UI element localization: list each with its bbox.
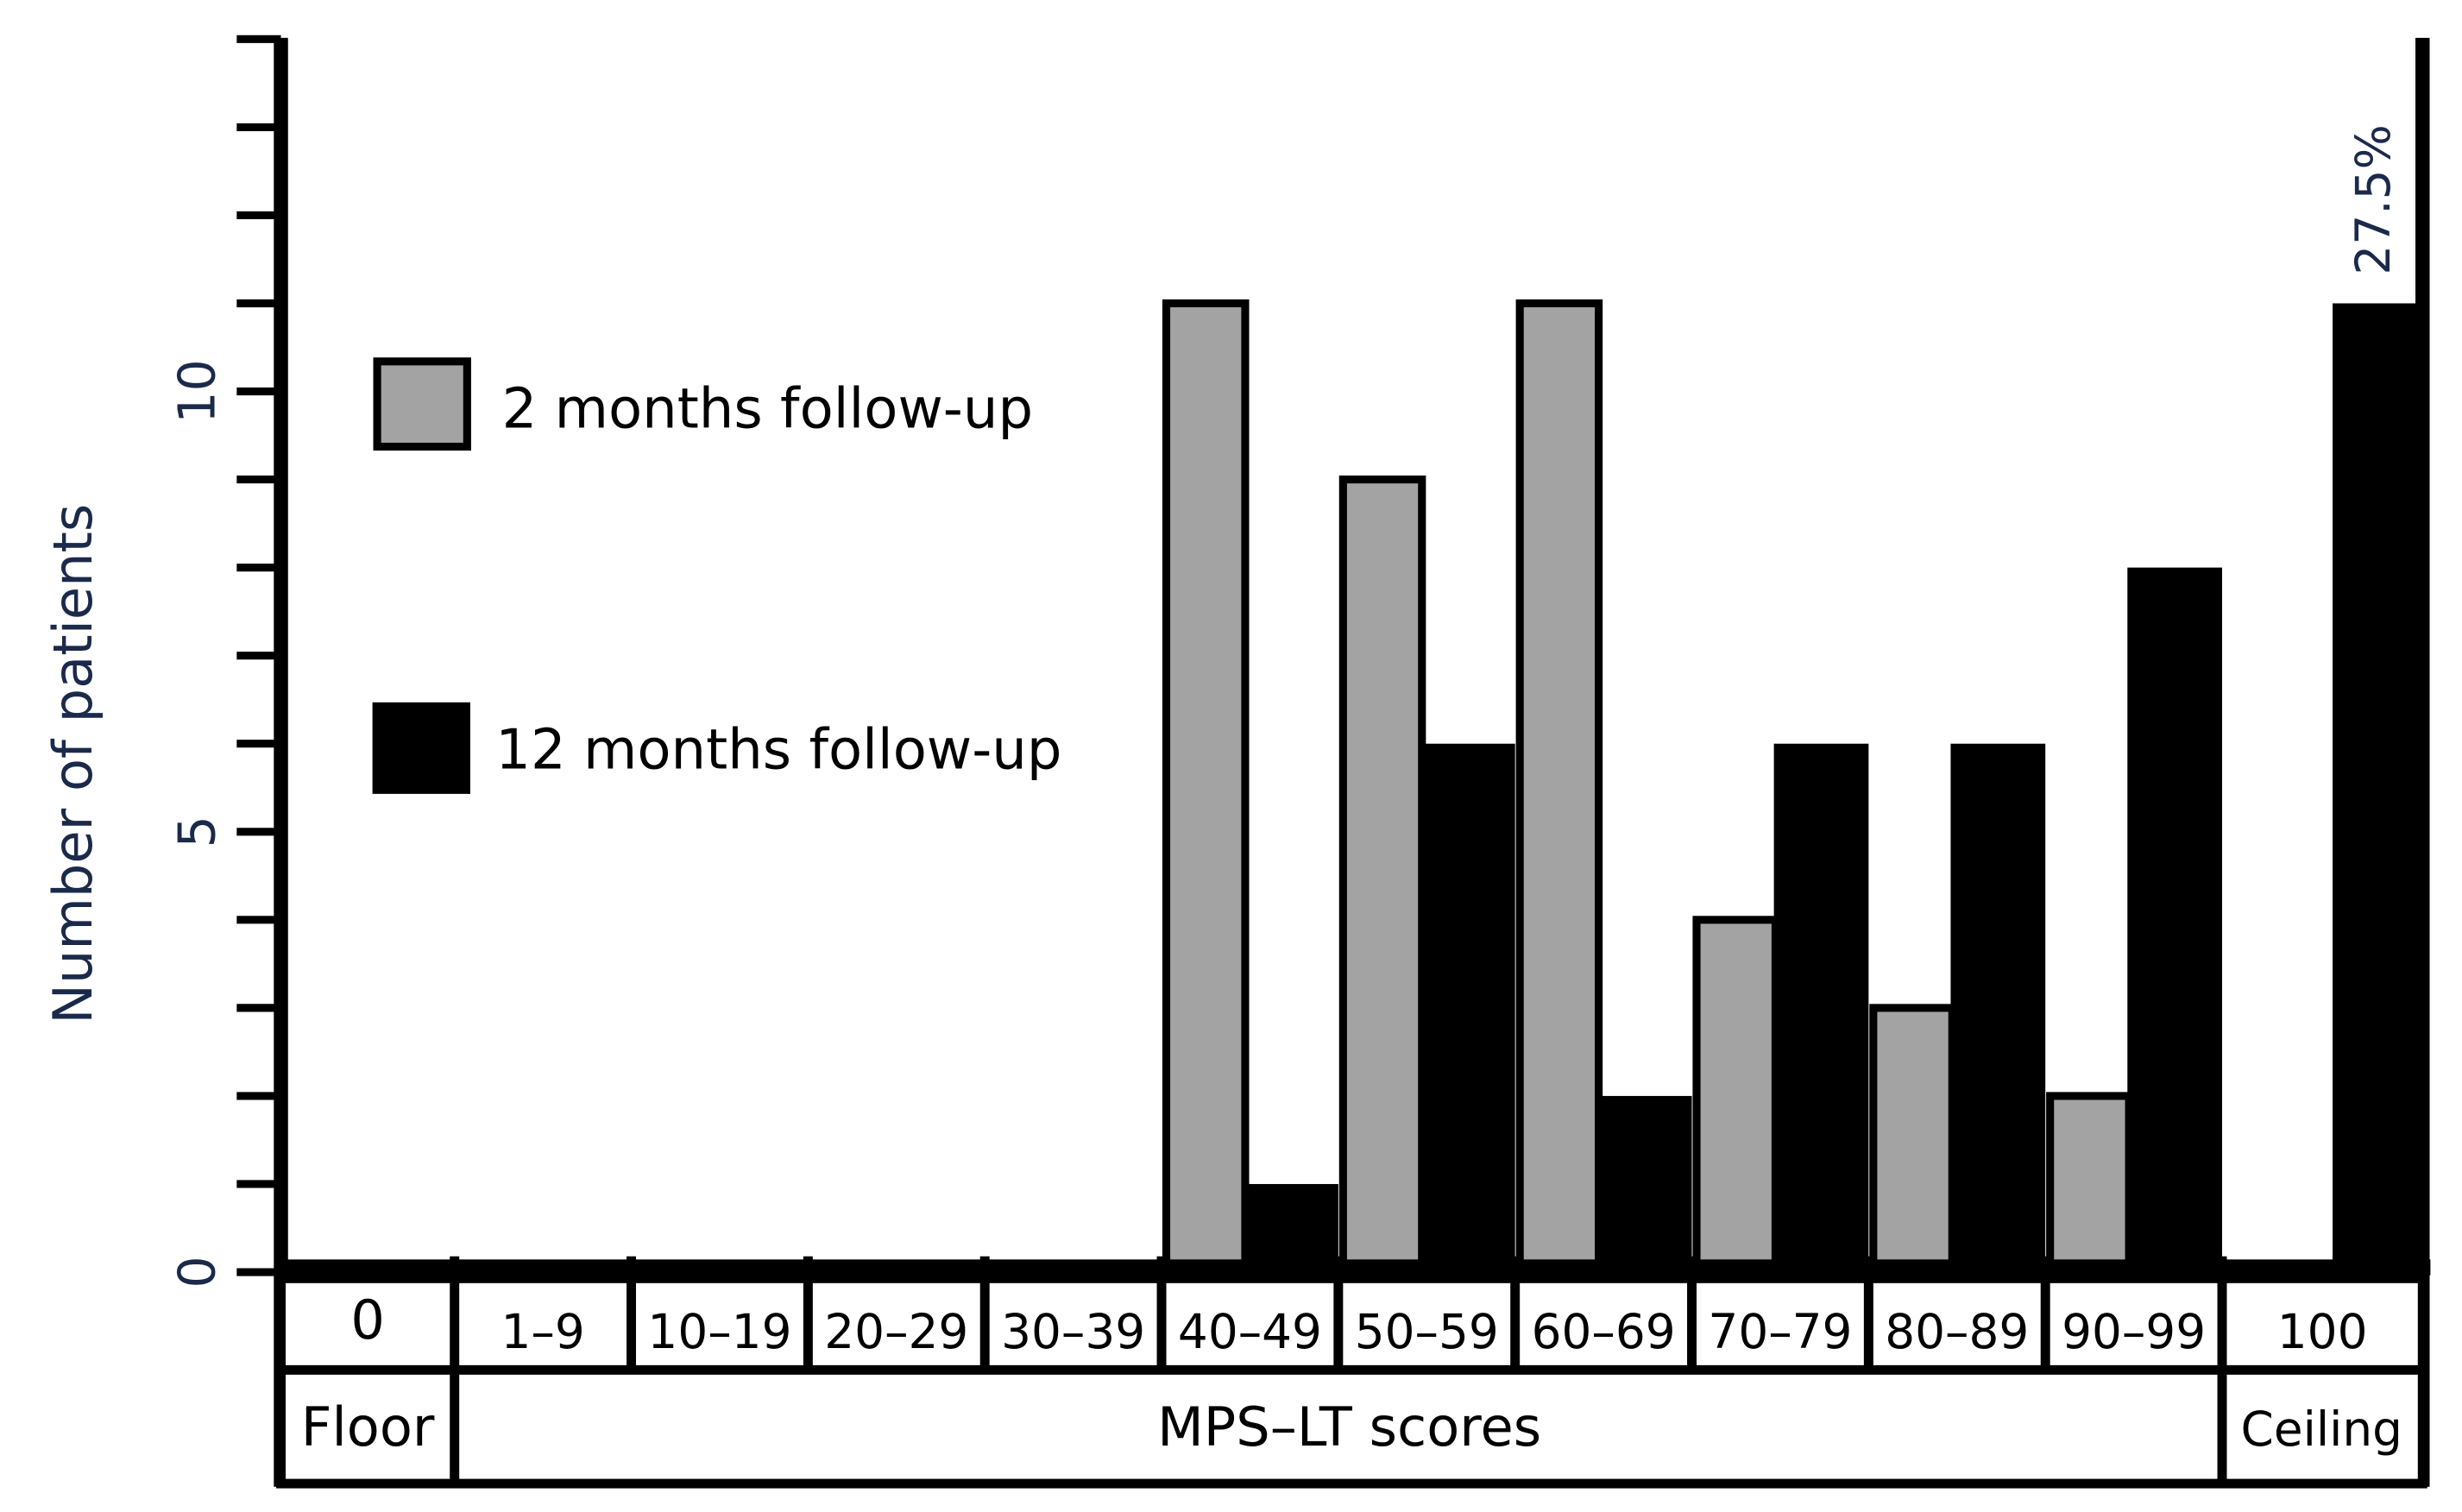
category-table: 0 1–9 10–19 20–29 30–39 40–49 50–59 60–69 70–79 8… — [276, 1256, 2427, 1489]
bar-12-months-70–79 — [1773, 743, 1869, 1273]
x-category-label: 10–19 — [647, 1304, 791, 1359]
bar-12-months-40–49 — [1244, 1183, 1338, 1273]
bar-12-months-90–99 — [2127, 567, 2223, 1273]
x-category-label: 50–59 — [1355, 1304, 1499, 1359]
bar-2-months-40–49 — [1162, 299, 1250, 1276]
x-category-label: 70–79 — [1708, 1304, 1852, 1359]
legend: 2 months follow-up 12 months follow-up — [372, 357, 1061, 794]
x-category-label: 0 — [350, 1288, 385, 1351]
table-border — [276, 1273, 2427, 1489]
x-category-label: 100 — [2277, 1304, 2368, 1359]
legend-swatch-2-months — [373, 357, 471, 451]
y-ticks-layer: 0 5 10 — [168, 35, 281, 1288]
y-axis-title: Number of patients — [41, 504, 104, 1024]
bar-2-months-50–59 — [1338, 476, 1426, 1276]
bar-12-months-80–89 — [1950, 743, 2046, 1273]
group-label-middle: MPS–LT scores — [1157, 1395, 1541, 1458]
x-category-label: 80–89 — [1885, 1304, 2029, 1359]
annotation-27-5-percent: 27.5% — [2346, 124, 2401, 274]
bar-2-months-80–89 — [1869, 1004, 1956, 1276]
bar-2-months-70–79 — [1692, 916, 1780, 1276]
y-tick-label: 0 — [168, 1256, 227, 1288]
x-category-label: 1–9 — [501, 1304, 584, 1359]
bar-12-months-50–59 — [1420, 743, 1515, 1273]
legend-swatch-12-months — [372, 702, 470, 794]
group-label-ceiling: Ceiling — [2241, 1402, 2402, 1457]
bar-12-months-60–69 — [1596, 1095, 1692, 1273]
x-category-label: 40–49 — [1178, 1304, 1322, 1359]
group-label-floor: Floor — [301, 1395, 435, 1458]
bar-2-months-90–99 — [2046, 1092, 2133, 1276]
x-category-label: 20–29 — [824, 1304, 968, 1359]
legend-label-12-months: 12 months follow-up — [495, 719, 1061, 783]
x-category-label: 90–99 — [2062, 1304, 2206, 1359]
bar-2-months-60–69 — [1515, 299, 1603, 1276]
y-tick-label: 5 — [168, 816, 227, 847]
bars-layer — [1162, 299, 2423, 1276]
x-category-label: 30–39 — [1001, 1304, 1145, 1359]
x-category-label: 60–69 — [1532, 1304, 1676, 1359]
legend-label-2-months: 2 months follow-up — [502, 378, 1034, 442]
bar-12-months-100 — [2333, 303, 2423, 1273]
y-tick-label: 10 — [168, 359, 227, 423]
